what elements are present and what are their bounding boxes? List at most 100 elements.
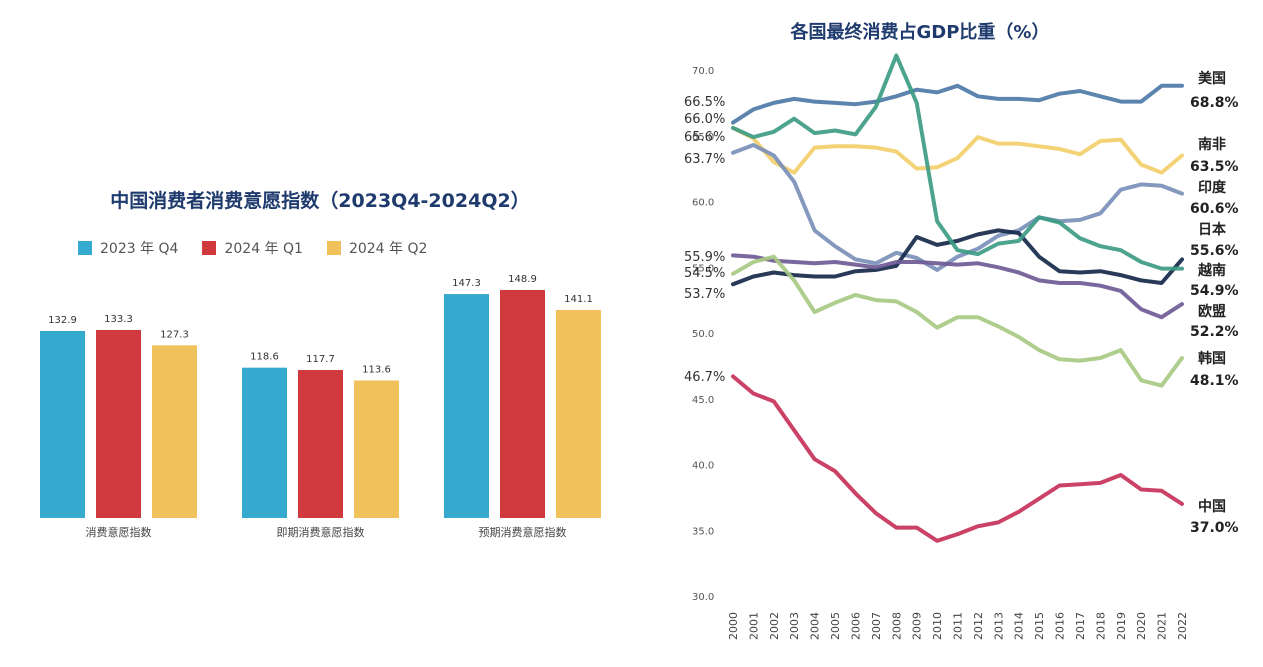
bar-value-label: 147.3 — [452, 278, 481, 289]
x-tick-label: 2019 — [1115, 612, 1128, 640]
legend-item-2023q4: 2023 年 Q4 — [78, 238, 178, 258]
series-line-4 — [731, 53, 1184, 271]
x-tick-label: 2010 — [931, 612, 944, 640]
bar-value-label: 148.9 — [508, 274, 537, 285]
legend-label-2024q1: 2024 年 Q1 — [224, 241, 303, 257]
legend-swatch-2024q2 — [326, 241, 341, 255]
series-end-value-label: 55.6% — [1190, 243, 1239, 259]
series-end-value-label: 48.1% — [1190, 373, 1239, 389]
x-tick-label: 2013 — [992, 612, 1005, 640]
bar-value-label: 117.7 — [306, 354, 335, 365]
bar-0-0 — [40, 330, 85, 518]
series-line-7 — [731, 374, 1184, 543]
bar-value-label: 132.9 — [48, 315, 77, 326]
x-tick-label: 2015 — [1033, 612, 1046, 640]
legend-item-2024q2: 2024 年 Q2 — [326, 238, 428, 258]
bar-2-2 — [556, 309, 601, 518]
series-name-label: 中国 — [1198, 498, 1226, 515]
series-start-label: 53.7% — [684, 287, 725, 302]
y-tick-label: 65.0 — [692, 132, 714, 143]
series-name-label: 越南 — [1197, 262, 1226, 279]
legend-item-2024q1: 2024 年 Q1 — [202, 238, 303, 258]
y-tick-label: 40.0 — [692, 461, 714, 472]
legend-label-2023q4: 2023 年 Q4 — [100, 241, 179, 257]
y-tick-label: 45.0 — [692, 395, 714, 406]
y-tick-label: 60.0 — [692, 198, 714, 209]
x-tick-label: 2020 — [1135, 612, 1148, 640]
series-start-label: 65.6% — [684, 130, 725, 145]
bar-0-1 — [96, 329, 141, 518]
series-end-value-label: 52.2% — [1190, 324, 1239, 340]
bar-category-label: 预期消费意愿指数 — [479, 525, 567, 539]
series-start-label: 55.9% — [684, 250, 725, 265]
series-end-value-label: 37.0% — [1190, 520, 1239, 536]
bar-1-0 — [242, 367, 287, 518]
series-start-label: 66.5% — [684, 95, 725, 110]
legend-swatch-2024q1 — [202, 241, 217, 255]
bar-value-label: 133.3 — [104, 314, 133, 325]
x-tick-label: 2017 — [1074, 612, 1087, 640]
x-tick-label: 2003 — [788, 612, 801, 640]
x-tick-label: 2009 — [911, 612, 924, 640]
bar-1-1 — [298, 369, 343, 518]
legend-swatch-2023q4 — [78, 241, 92, 255]
y-tick-label: 35.0 — [692, 526, 714, 537]
series-start-label: 54.5% — [684, 266, 725, 281]
x-tick-label: 2022 — [1176, 612, 1189, 640]
series-name-label: 日本 — [1198, 221, 1227, 238]
series-end-value-label: 54.9% — [1190, 283, 1239, 299]
series-end-value-label: 60.6% — [1190, 201, 1239, 217]
y-tick-label: 55.0 — [692, 263, 714, 274]
x-tick-label: 2005 — [829, 612, 842, 640]
x-tick-label: 2007 — [870, 612, 883, 640]
x-tick-label: 2006 — [849, 612, 862, 640]
series-line-2 — [731, 143, 1184, 272]
series-name-label: 南非 — [1198, 136, 1226, 153]
bar-value-label: 141.1 — [564, 294, 593, 305]
x-tick-label: 2014 — [1013, 612, 1026, 640]
series-name-label: 欧盟 — [1198, 303, 1226, 320]
x-tick-label: 2018 — [1094, 612, 1107, 640]
series-line-6 — [731, 254, 1184, 388]
series-end-value-label: 63.5% — [1190, 159, 1239, 175]
bar-0-2 — [152, 345, 197, 518]
x-tick-label: 2004 — [809, 612, 822, 640]
series-line-3 — [731, 228, 1184, 287]
bar-value-label: 127.3 — [160, 329, 189, 340]
bar-category-label: 消费意愿指数 — [86, 525, 152, 539]
series-line-5 — [731, 253, 1184, 320]
line-chart-panel: 各国最终消费占GDP比重（%） 30.0 35.0 40.0 45.0 50.0 55.0… — [640, 0, 1263, 667]
x-tick-label: 2000 — [727, 612, 740, 640]
series-start-label: 66.0% — [684, 112, 725, 127]
series-end-value-label: 68.8% — [1190, 95, 1239, 111]
bar-chart-panel: 中国消费者消费意愿指数（2023Q4-2024Q2） 2023 年 Q4 202… — [40, 190, 601, 539]
bar-1-2 — [354, 380, 399, 518]
bar-value-label: 113.6 — [362, 365, 391, 376]
bar-chart-legend: 2023 年 Q4 2024 年 Q1 2024 年 Q2 — [78, 238, 427, 258]
series-start-label: 46.7% — [684, 370, 725, 385]
x-tick-label: 2002 — [768, 612, 781, 640]
bar-chart-plot: 132.9 133.3 127.3 消费意愿指数 118.6 117.7 113.6 即期消费… — [40, 274, 601, 539]
series-line-0 — [731, 83, 1184, 125]
x-tick-label: 2001 — [747, 612, 760, 640]
x-tick-label: 2016 — [1054, 612, 1067, 640]
bar-2-0 — [444, 294, 489, 518]
bar-value-label: 118.6 — [250, 352, 279, 363]
x-tick-label: 2012 — [972, 612, 985, 640]
series-start-label: 63.7% — [684, 152, 725, 167]
series-name-label: 韩国 — [1198, 350, 1226, 367]
x-tick-label: 2021 — [1156, 612, 1169, 640]
bar-chart-title: 中国消费者消费意愿指数（2023Q4-2024Q2） — [110, 190, 530, 212]
x-tick-label: 2008 — [890, 612, 903, 640]
series-line-1 — [731, 125, 1184, 175]
line-chart-plot: 30.0 35.0 40.0 45.0 50.0 55.0 60.0 65.0 70.0 2000… — [684, 53, 1239, 640]
y-tick-label: 70.0 — [692, 66, 714, 77]
x-tick-label: 2011 — [952, 612, 965, 640]
series-name-label: 美国 — [1198, 70, 1226, 87]
bar-2-1 — [500, 289, 545, 518]
y-tick-label: 50.0 — [692, 329, 714, 340]
legend-label-2024q2: 2024 年 Q2 — [348, 241, 428, 257]
line-chart-title: 各国最终消费占GDP比重（%） — [790, 22, 1050, 43]
y-tick-label: 30.0 — [692, 592, 714, 603]
bar-category-label: 即期消费意愿指数 — [277, 525, 365, 539]
